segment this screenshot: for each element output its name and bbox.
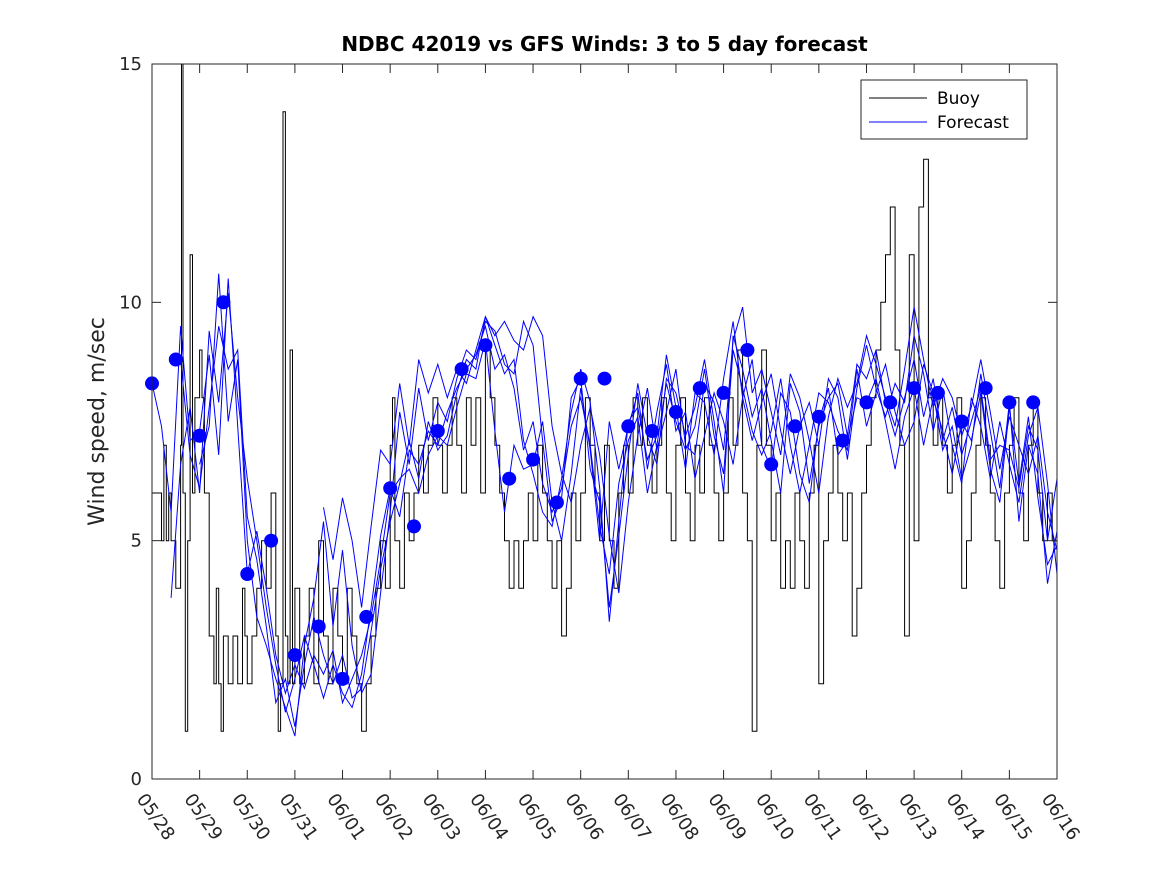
forecast-marker [835,433,850,448]
y-tick-label: 15 [119,54,142,75]
forecast-marker [1026,395,1041,410]
forecast-marker [502,471,517,486]
series-forecast-line-2 [180,316,1058,727]
forecast-marker [883,395,898,410]
forecast-marker [526,452,541,467]
series-forecast-line-1 [170,292,1058,713]
forecast-marker [168,352,183,367]
series-forecast-line-4 [323,306,1058,608]
y-tick-label: 10 [119,292,142,313]
forecast-marker [597,371,612,386]
forecast-marker [216,295,231,310]
chart-title: NDBC 42019 vs GFS Winds: 3 to 5 day fore… [341,32,868,56]
forecast-marker [478,338,493,353]
axes-box [151,63,1058,780]
forecast-marker [359,609,374,624]
forecast-marker [621,419,636,434]
legend: Buoy Forecast [860,79,1028,140]
y-tick-label: 5 [131,531,142,552]
forecast-marker [1002,395,1017,410]
forecast-marker [549,495,564,510]
forecast-marker [740,343,755,357]
forecast-marker [692,381,707,396]
series-layer [145,63,1058,737]
forecast-marker [430,424,445,438]
y-axis-label: Wind speed, m/sec [85,317,110,526]
series-buoy-line [152,63,1057,732]
forecast-marker [573,371,588,386]
forecast-marker [764,457,779,472]
forecast-marker [788,419,802,434]
forecast-marker [454,362,469,377]
forecast-marker [645,424,660,438]
forecast-marker [240,567,255,581]
series-forecast-line-3 [199,273,1058,737]
forecast-marker [716,385,731,400]
legend-box [860,79,1028,140]
forecast-marker [383,481,398,496]
y-tick-label: 0 [131,769,142,790]
forecast-marker [859,395,874,410]
series-forecast-line-0 [151,278,1058,705]
forecast-marker [954,414,969,429]
forecast-marker [311,619,326,634]
forecast-marker [930,385,945,400]
forecast-marker [811,409,826,424]
forecast-marker [407,519,421,534]
forecast-marker [907,381,922,396]
legend-buoy-label: Buoy [937,89,980,109]
forecast-marker [192,428,207,443]
legend-forecast-label: Forecast [937,113,1009,133]
forecast-marker [264,533,279,548]
forecast-marker [287,648,302,663]
forecast-marker [978,381,993,396]
forecast-marker [668,405,683,419]
forecast-marker [335,671,350,686]
